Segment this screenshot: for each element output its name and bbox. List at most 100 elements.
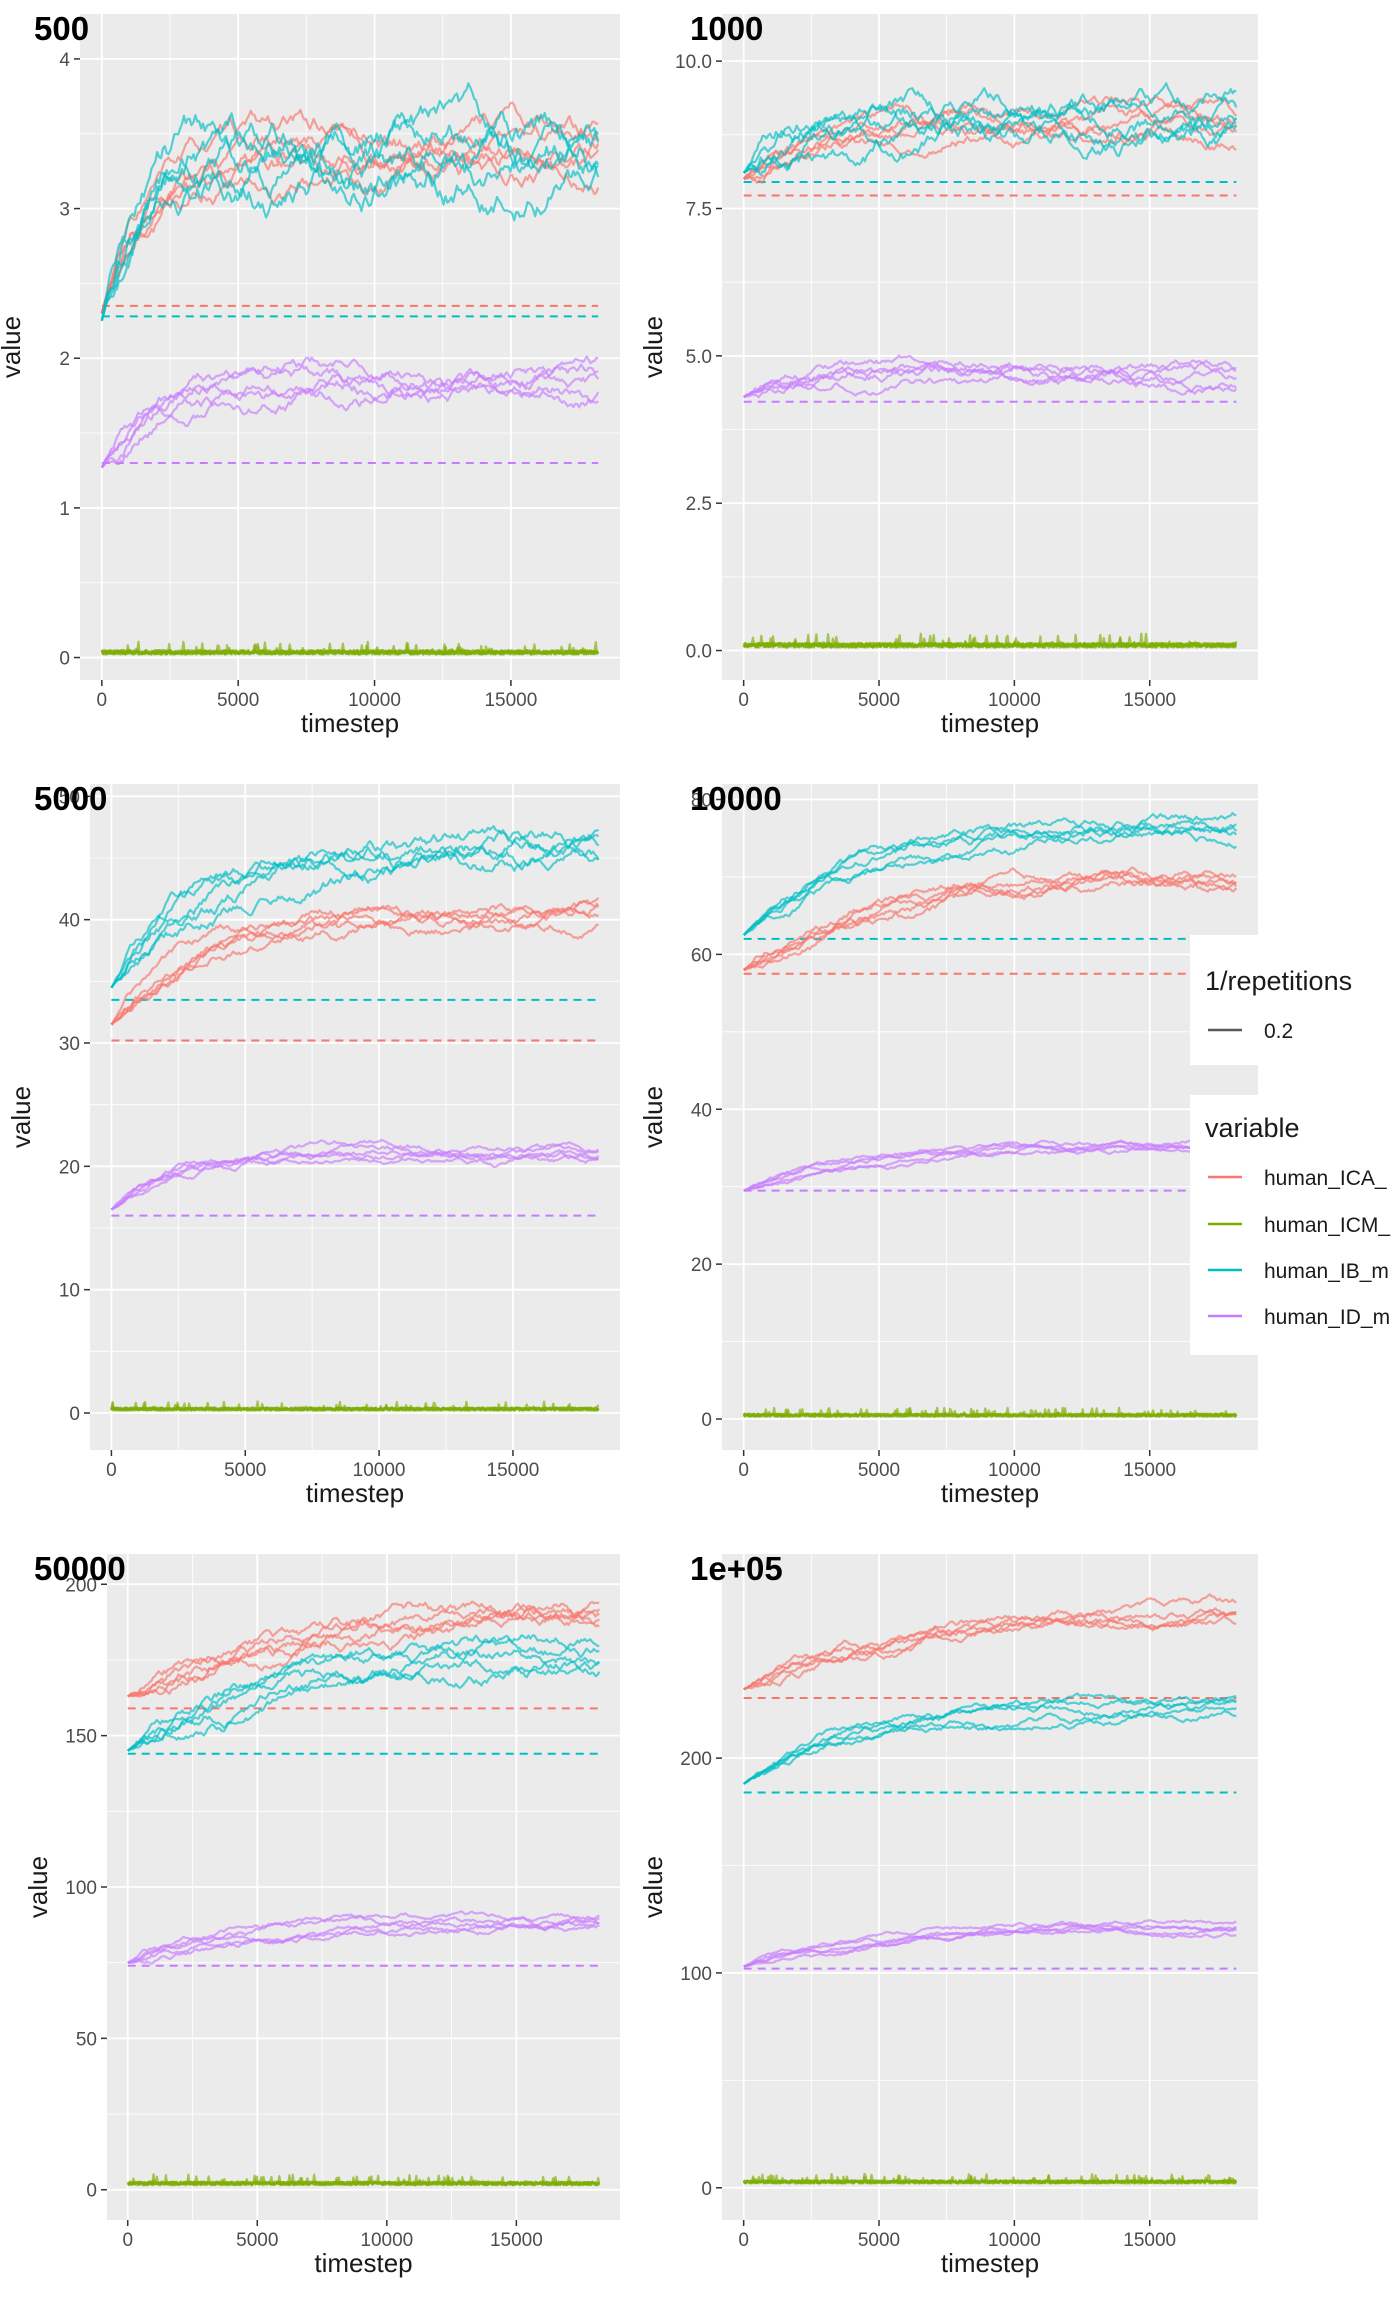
trace-human_IB-rep3 — [127, 1633, 600, 1752]
y-tick-label: 0 — [86, 2181, 97, 2202]
panel-5: 0 5000 10000 15000 0 100 200 timestep value 1e+05 — [638, 1550, 1258, 2278]
repetitions-legend-value: 0.2 — [1264, 1020, 1293, 1043]
trace-human_IB-rep5 — [742, 819, 1238, 936]
trace-human_IB-rep4 — [100, 121, 600, 321]
y-tick-label: 40 — [59, 911, 80, 932]
x-tick-label: 10000 — [353, 1460, 406, 1481]
repetitions-legend: 1/repetitions 0.2 — [1190, 935, 1400, 1065]
panel-title: 10000 — [690, 780, 782, 817]
x-tick-label: 15000 — [490, 2230, 543, 2251]
trace-human_ICA-rep2 — [743, 866, 1237, 972]
trace-human_ID-rep4 — [743, 1925, 1237, 1968]
y-tick-label: 0.0 — [686, 642, 712, 663]
variable-legend: variable human_ICA_ human_ICM_ human_IB_… — [1190, 1095, 1400, 1355]
x-axis-title: timestep — [314, 2248, 412, 2278]
x-axis-title: timestep — [306, 1478, 404, 1508]
x-tick-label: 0 — [738, 1460, 749, 1481]
x-tick-label: 15000 — [1123, 1460, 1176, 1481]
y-tick-label: 2 — [59, 349, 70, 370]
trace-human_ID-rep3 — [110, 1150, 600, 1211]
y-tick-label: 0 — [69, 1404, 80, 1425]
x-tick-label: 15000 — [1123, 690, 1176, 711]
y-tick-label: 50 — [59, 787, 80, 808]
y-tick-label: 100 — [65, 1878, 97, 1899]
trace-human_ICM-rep5 — [110, 1400, 600, 1412]
panel-4: 0 5000 10000 15000 0 50 100 150 200 timestep value… — [23, 1550, 620, 2278]
trace-human_ICM-rep5 — [742, 633, 1237, 649]
trace-human_ICA-rep5 — [110, 899, 600, 1026]
trace-human_ICA-rep5 — [127, 1603, 600, 1698]
trace-human_IB-rep3 — [742, 824, 1238, 937]
panel-title: 50000 — [34, 1550, 126, 1587]
x-tick-label: 15000 — [1123, 2230, 1176, 2251]
trace-human_ICA-rep3 — [110, 897, 600, 1026]
legend-label-human-icm: human_ICM_ — [1264, 1214, 1390, 1237]
y-tick-label: 80 — [691, 790, 712, 811]
trace-human_ID-rep4 — [127, 1914, 600, 1964]
x-tick-label: 5000 — [858, 690, 900, 711]
plot-area — [100, 82, 600, 656]
x-tick-label: 5000 — [858, 2230, 900, 2251]
trace-human_ID-rep2 — [100, 355, 599, 468]
y-tick-label: 3 — [59, 200, 70, 221]
panel-background — [80, 14, 620, 680]
trace-human_ID-rep5 — [743, 1144, 1237, 1192]
repetitions-legend-title: 1/repetitions — [1205, 966, 1352, 996]
trace-human_ID-rep5 — [100, 356, 599, 468]
trace-human_IB-rep5 — [742, 82, 1237, 176]
y-axis-title: value — [6, 1086, 36, 1148]
y-tick-label: 0 — [701, 2179, 712, 2200]
y-tick-label: 7.5 — [686, 199, 712, 220]
y-axis-title: value — [638, 1086, 668, 1148]
trace-human_IB-rep4 — [127, 1647, 600, 1752]
panel-background — [90, 784, 620, 1450]
trace-human_ID-rep3 — [100, 373, 600, 469]
x-tick-label: 10000 — [348, 690, 401, 711]
trace-human_IB-rep4 — [743, 87, 1238, 174]
trace-human_ICA-rep3 — [743, 869, 1238, 971]
trace-human_ID-rep5 — [743, 362, 1238, 399]
trace-human_IB-rep2 — [100, 110, 600, 321]
trace-human_IB-rep5 — [100, 122, 599, 322]
x-tick-label: 0 — [122, 2230, 133, 2251]
y-tick-label: 10 — [59, 1281, 80, 1302]
y-tick-label: 2.5 — [686, 494, 712, 515]
y-tick-label: 60 — [691, 945, 712, 966]
y-tick-label: 40 — [691, 1100, 712, 1121]
trace-human_IB-rep4 — [743, 825, 1238, 936]
x-tick-label: 10000 — [988, 2230, 1041, 2251]
plot-area — [742, 82, 1238, 649]
y-tick-label: 4 — [59, 50, 70, 71]
trace-human_ID-rep5 — [110, 1143, 599, 1211]
trace-human_ICA-rep4 — [110, 904, 600, 1026]
x-axis-title: timestep — [941, 1478, 1039, 1508]
y-axis-title: value — [0, 316, 26, 378]
trace-human_ID-rep5 — [743, 1924, 1237, 1968]
y-tick-label: 1 — [59, 499, 70, 520]
panel-3: 0 5000 10000 15000 0 20 40 60 80 timestep value 100… — [638, 780, 1258, 1508]
panel-background — [722, 1554, 1258, 2220]
x-tick-label: 10000 — [988, 1460, 1041, 1481]
y-tick-label: 0 — [59, 649, 70, 670]
plot-area — [742, 1593, 1238, 2185]
legend-label-human-ica: human_ICA_ — [1264, 1167, 1387, 1190]
y-axis-title: value — [23, 1856, 53, 1918]
x-axis-title: timestep — [941, 708, 1039, 738]
trace-human_ICA-rep5 — [743, 1615, 1237, 1691]
y-tick-label: 50 — [76, 2029, 97, 2050]
plot-area — [126, 1600, 601, 2187]
y-axis-title: value — [638, 1856, 668, 1918]
x-tick-label: 5000 — [236, 2230, 278, 2251]
x-tick-label: 0 — [738, 2230, 749, 2251]
trace-human_IB-rep1 — [110, 829, 600, 989]
y-tick-label: 20 — [691, 1255, 712, 1276]
legend-label-human-id: human_ID_m — [1264, 1306, 1390, 1329]
panel-1: 0 5000 10000 15000 0.0 2.5 5.0 7.5 10.0 timestep v… — [638, 10, 1258, 738]
y-tick-label: 200 — [65, 1575, 97, 1596]
panel-title: 500 — [34, 10, 89, 47]
x-tick-label: 5000 — [217, 690, 259, 711]
trace-human_ICM-rep5 — [742, 1407, 1237, 1418]
x-axis-title: timestep — [301, 708, 399, 738]
x-tick-label: 5000 — [858, 1460, 900, 1481]
trace-human_ICA-rep5 — [743, 867, 1237, 971]
